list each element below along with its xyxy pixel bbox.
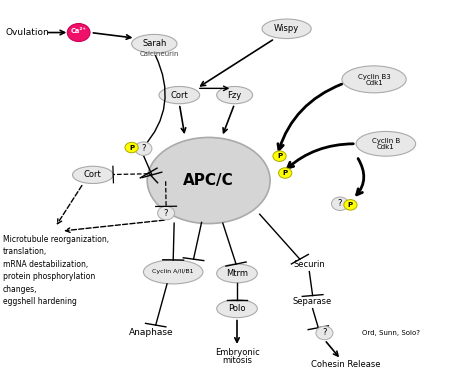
Text: Ovulation: Ovulation — [5, 28, 49, 37]
Text: Cyclin B: Cyclin B — [372, 138, 400, 144]
Text: Cyclin A/II/B1: Cyclin A/II/B1 — [153, 270, 194, 274]
Text: mitosis: mitosis — [222, 356, 252, 365]
Ellipse shape — [147, 137, 270, 224]
Ellipse shape — [132, 35, 177, 53]
Text: ?: ? — [164, 209, 168, 218]
Text: Polo: Polo — [228, 304, 246, 313]
Ellipse shape — [217, 86, 253, 104]
Circle shape — [135, 142, 152, 155]
Ellipse shape — [73, 166, 113, 183]
Circle shape — [279, 168, 292, 178]
Text: P: P — [129, 144, 134, 150]
Ellipse shape — [159, 86, 200, 104]
Text: Ord, Sunn, Solo?: Ord, Sunn, Solo? — [362, 330, 420, 336]
Text: P: P — [348, 202, 353, 208]
Text: Calcineurin: Calcineurin — [139, 51, 179, 57]
Text: Microtubule reorganization,
translation,
mRNA destabilization,
protein phosphory: Microtubule reorganization, translation,… — [3, 235, 109, 306]
Text: P: P — [277, 153, 282, 159]
Text: Cohesin Release: Cohesin Release — [311, 360, 381, 369]
Text: APC/C: APC/C — [183, 173, 234, 188]
Text: Cort: Cort — [171, 91, 188, 100]
Circle shape — [273, 151, 286, 161]
Text: Ca²⁺: Ca²⁺ — [71, 29, 87, 35]
Text: Sarah: Sarah — [142, 39, 166, 48]
Ellipse shape — [217, 264, 257, 283]
Circle shape — [344, 200, 357, 210]
Text: Cyclin B3: Cyclin B3 — [358, 74, 391, 80]
Text: Separase: Separase — [293, 297, 332, 306]
Text: Securin: Securin — [293, 260, 325, 269]
Circle shape — [125, 142, 138, 153]
Text: ?: ? — [141, 144, 146, 153]
Ellipse shape — [262, 19, 311, 38]
Circle shape — [157, 206, 174, 220]
Text: Cdk1: Cdk1 — [377, 144, 395, 150]
Text: Fzy: Fzy — [228, 91, 242, 100]
Text: Cdk1: Cdk1 — [365, 80, 383, 86]
Text: P: P — [283, 170, 288, 176]
Ellipse shape — [342, 66, 406, 93]
Ellipse shape — [144, 260, 203, 284]
Text: Mtrm: Mtrm — [226, 269, 248, 278]
Text: Cort: Cort — [84, 170, 102, 179]
Ellipse shape — [217, 300, 257, 318]
Text: Wispy: Wispy — [274, 24, 299, 33]
Circle shape — [331, 197, 348, 211]
Text: Embryonic: Embryonic — [215, 348, 259, 357]
Circle shape — [316, 326, 333, 340]
Text: ?: ? — [322, 329, 327, 338]
Ellipse shape — [356, 132, 416, 156]
Circle shape — [67, 24, 90, 41]
Text: Anaphase: Anaphase — [128, 328, 173, 337]
Text: ?: ? — [338, 199, 342, 208]
